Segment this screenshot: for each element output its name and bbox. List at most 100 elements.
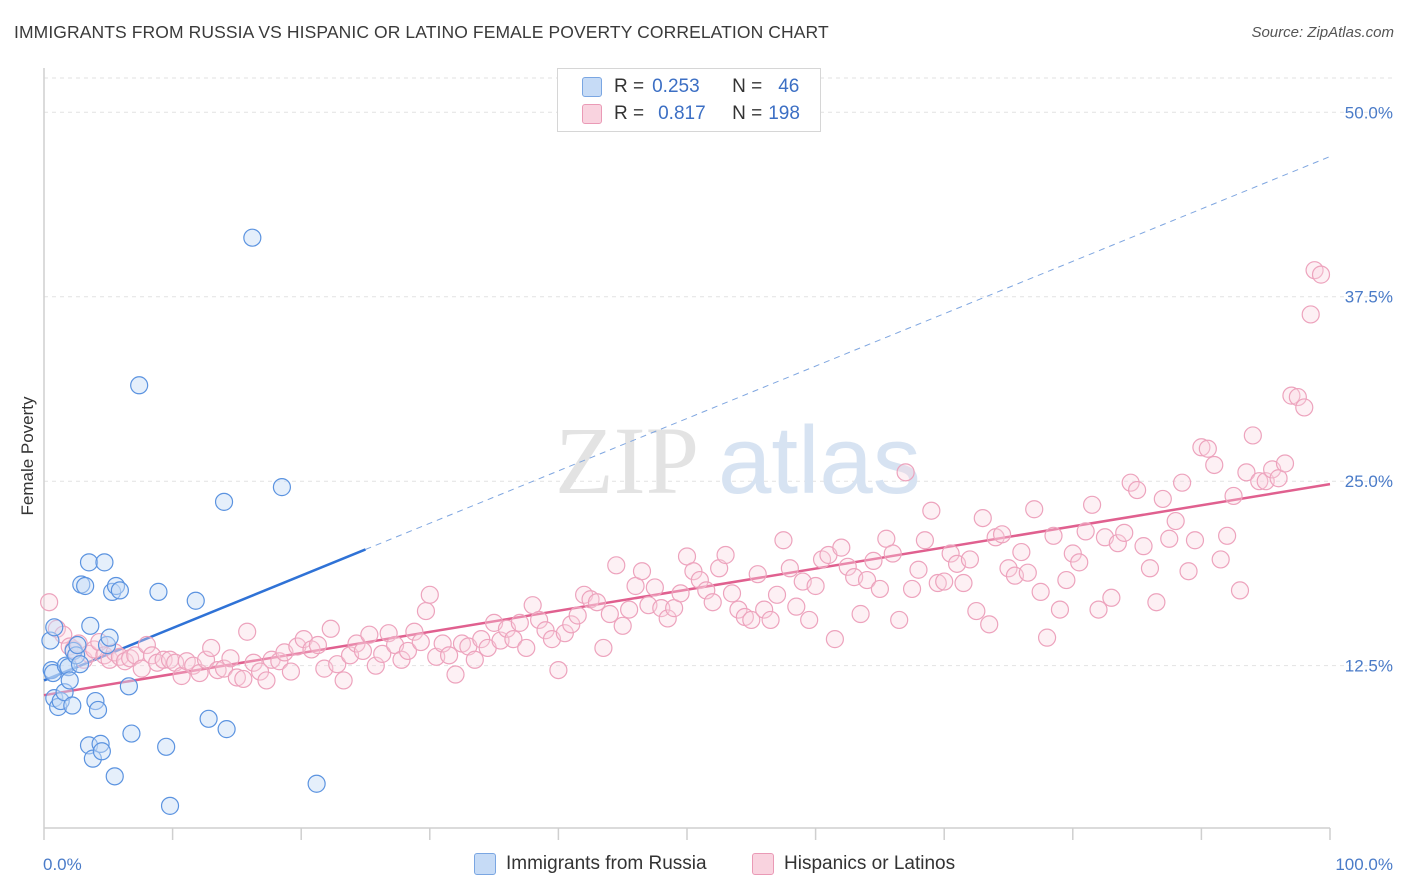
hispanic-point	[1166, 511, 1185, 531]
hispanic-point	[703, 593, 722, 612]
hispanic-point	[221, 649, 240, 668]
russia-point	[76, 576, 95, 596]
trend-lines	[43, 156, 1331, 697]
hispanic-point	[767, 585, 787, 604]
hispanic-point	[1147, 593, 1166, 612]
hispanic-point	[722, 584, 742, 603]
hispanic-point	[999, 559, 1018, 578]
hispanic-point	[1295, 398, 1314, 417]
hispanic-point	[1108, 534, 1127, 553]
source-label: Source: ZipAtlas.com	[1251, 24, 1394, 41]
hispanic-point	[973, 508, 992, 528]
bottom-legend-label-russia: Immigrants from Russia	[506, 853, 707, 874]
russia-point	[307, 774, 326, 793]
hispanic-point	[864, 551, 883, 570]
hispanic-point	[1121, 473, 1140, 492]
russia-point	[110, 581, 129, 600]
legend-r-value: 0.253	[652, 76, 700, 97]
hispanic-point	[1275, 454, 1295, 473]
hispanic-point	[774, 531, 793, 550]
hispanic-point	[214, 659, 234, 678]
russia-point	[149, 582, 168, 601]
hispanic-point	[1031, 582, 1050, 601]
hispanic-point	[1037, 628, 1057, 647]
hispanic-point	[420, 585, 439, 604]
hispanic-point	[652, 599, 671, 618]
russia-point	[60, 671, 79, 690]
hispanic-point	[1224, 486, 1243, 506]
russia-point	[88, 700, 108, 720]
hispanic-point	[504, 630, 523, 649]
hispanic-point	[405, 622, 424, 641]
hispanic-point	[613, 616, 632, 635]
russia-point	[68, 635, 87, 655]
hispanic-point	[347, 634, 366, 653]
hispanic-point	[658, 609, 677, 628]
legend-box: R = 0.253 N = 46 R = 0.817 N = 198	[557, 68, 821, 132]
hispanic-point	[398, 641, 418, 661]
hispanic-point	[238, 622, 257, 641]
trend-line-hispanic	[43, 482, 1331, 697]
hispanic-point	[832, 538, 851, 557]
hispanic-point	[1185, 531, 1205, 550]
russia-point	[63, 696, 82, 715]
hispanic-point	[857, 570, 877, 590]
hispanic-point	[1076, 522, 1095, 541]
hispanic-point	[416, 601, 436, 621]
hispanic-point	[1012, 542, 1031, 562]
hispanic-point	[334, 671, 353, 690]
legend-row-russia: R = 0.253 N = 46	[582, 75, 799, 99]
hispanic-point	[1230, 581, 1250, 600]
hispanic-point	[1070, 553, 1089, 572]
hispanic-point	[632, 562, 652, 581]
hispanic-point	[1089, 600, 1108, 619]
russia-point	[122, 724, 141, 743]
data-points	[40, 228, 1331, 815]
hispanic-point	[1025, 500, 1044, 519]
hispanic-point	[1134, 537, 1153, 556]
legend-r-label: R =	[614, 103, 645, 124]
trend-line-russia-extended	[365, 156, 1331, 550]
russia-point	[92, 742, 111, 761]
hispanic-point	[716, 545, 735, 565]
hispanic-point	[838, 557, 857, 576]
bottom-legend-hispanic: Hispanics or Latinos	[752, 851, 955, 877]
hispanic-point	[510, 613, 529, 632]
hispanic-point	[1282, 386, 1301, 405]
hispanic-point	[1192, 438, 1211, 457]
hispanic-point	[671, 584, 690, 603]
hispanic-point	[465, 650, 484, 669]
hispanic-point	[257, 671, 276, 690]
hispanic-point	[806, 576, 825, 596]
hispanic-point	[890, 610, 909, 630]
hispanic-point	[980, 615, 999, 634]
hispanic-point	[883, 544, 902, 563]
hispanic-point	[202, 638, 221, 658]
hispanic-point	[896, 463, 915, 482]
hispanic-point	[154, 650, 173, 669]
hispanic-point	[780, 559, 799, 578]
hispanic-point	[446, 665, 465, 684]
hispanic-point	[115, 652, 135, 671]
hispanic-point	[366, 656, 385, 675]
russia-point	[79, 553, 99, 572]
hispanic-point	[1301, 305, 1320, 324]
russia-point	[130, 376, 149, 395]
hispanic-point	[328, 655, 347, 674]
bottom-legend-russia: Immigrants from Russia	[474, 851, 707, 877]
hispanic-point	[620, 600, 639, 619]
y-tick-label: 50.0%	[1345, 103, 1393, 122]
russia-point	[91, 734, 110, 753]
hispanic-point	[645, 578, 664, 597]
hispanic-point	[1127, 480, 1147, 500]
hispanic-point	[1115, 523, 1134, 542]
legend-r-label: R =	[614, 76, 645, 97]
russia-point	[100, 628, 119, 647]
russia-point	[97, 635, 117, 655]
bottom-legend-swatch-hispanic	[752, 853, 774, 875]
hispanic-point	[1179, 562, 1198, 581]
hispanic-point	[281, 662, 301, 681]
hispanic-point	[909, 560, 928, 579]
watermark-atlas: atlas	[718, 407, 921, 514]
